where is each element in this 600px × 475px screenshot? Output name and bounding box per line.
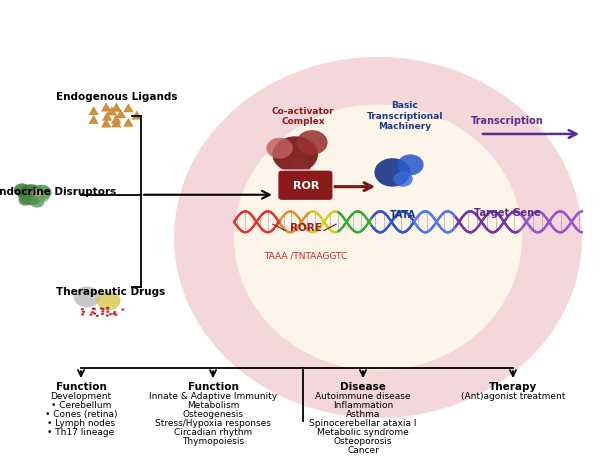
Circle shape (81, 308, 84, 311)
Text: Endocrine Disruptors: Endocrine Disruptors (0, 187, 116, 198)
Circle shape (30, 196, 44, 208)
Text: • Cerebellum: • Cerebellum (51, 401, 111, 410)
Circle shape (115, 314, 118, 316)
Text: Function: Function (188, 382, 238, 392)
Circle shape (18, 184, 44, 205)
Circle shape (82, 311, 85, 313)
Text: Function: Function (56, 382, 106, 392)
Text: Stress/Hypoxia responses: Stress/Hypoxia responses (155, 419, 271, 428)
Circle shape (106, 307, 109, 310)
Circle shape (109, 313, 112, 315)
Text: Asthma: Asthma (346, 410, 380, 419)
Circle shape (81, 313, 84, 315)
Text: Autoimmune disease: Autoimmune disease (315, 392, 411, 401)
Text: Metabolic syndrome: Metabolic syndrome (317, 428, 409, 437)
Circle shape (93, 308, 96, 310)
Polygon shape (116, 110, 125, 118)
Polygon shape (124, 118, 133, 126)
Circle shape (101, 310, 104, 313)
Text: TAAA /TNTAAGGTC: TAAA /TNTAAGGTC (265, 251, 347, 260)
Circle shape (32, 185, 52, 200)
Text: Basic
Transcriptional
Machinery: Basic Transcriptional Machinery (367, 102, 443, 131)
Circle shape (266, 138, 293, 159)
Text: TATA: TATA (390, 210, 416, 220)
Polygon shape (124, 104, 133, 112)
Circle shape (112, 313, 115, 315)
Circle shape (37, 192, 49, 202)
Polygon shape (103, 113, 112, 121)
Text: Osteoporosis: Osteoporosis (334, 437, 392, 446)
Text: Osteogenesis: Osteogenesis (182, 410, 244, 419)
Ellipse shape (234, 104, 522, 370)
Circle shape (32, 189, 42, 196)
Text: Endogenous Ligands: Endogenous Ligands (56, 92, 178, 103)
Circle shape (101, 308, 104, 310)
Polygon shape (107, 107, 116, 115)
Text: RORE: RORE (290, 223, 322, 233)
Polygon shape (112, 119, 121, 127)
Circle shape (374, 158, 410, 187)
Circle shape (121, 308, 124, 311)
Polygon shape (132, 111, 142, 119)
Circle shape (14, 183, 31, 197)
Text: Therapy: Therapy (489, 382, 537, 392)
Text: (Ant)agonist treatment: (Ant)agonist treatment (461, 392, 565, 401)
Circle shape (97, 291, 121, 310)
Polygon shape (89, 115, 98, 124)
Text: Development: Development (50, 392, 112, 401)
Text: Circadian rhythm: Circadian rhythm (174, 428, 252, 437)
Text: Thymopoiesis: Thymopoiesis (182, 437, 244, 446)
Circle shape (394, 171, 413, 187)
Text: Innate & Adaptive Immunity: Innate & Adaptive Immunity (149, 392, 277, 401)
Circle shape (91, 311, 94, 314)
Circle shape (397, 154, 424, 175)
Text: ROR: ROR (293, 181, 319, 191)
Polygon shape (101, 119, 111, 127)
FancyBboxPatch shape (278, 170, 333, 200)
Circle shape (101, 313, 104, 315)
Text: Metabolism: Metabolism (187, 401, 239, 410)
Ellipse shape (174, 57, 582, 418)
Text: Inflammation: Inflammation (333, 401, 393, 410)
Circle shape (89, 314, 92, 316)
Circle shape (93, 313, 96, 315)
Text: Cancer: Cancer (347, 446, 379, 455)
Circle shape (272, 136, 318, 172)
Polygon shape (101, 103, 111, 111)
Circle shape (92, 308, 95, 310)
Polygon shape (112, 115, 121, 123)
Polygon shape (89, 107, 98, 115)
Polygon shape (112, 103, 121, 111)
Text: Target Gene: Target Gene (473, 208, 541, 218)
Circle shape (96, 314, 99, 317)
Circle shape (19, 195, 32, 206)
Circle shape (106, 314, 109, 317)
Circle shape (106, 307, 109, 309)
Circle shape (74, 286, 100, 307)
Circle shape (296, 130, 328, 155)
Circle shape (113, 311, 116, 314)
Text: • Th17 lineage: • Th17 lineage (47, 428, 115, 437)
Text: Therapeutic Drugs: Therapeutic Drugs (56, 287, 166, 297)
Text: Co-activator
Complex: Co-activator Complex (272, 107, 334, 126)
Text: • Cones (retina): • Cones (retina) (45, 410, 117, 419)
Circle shape (106, 311, 109, 313)
Text: Spinocerebellar ataxia I: Spinocerebellar ataxia I (309, 419, 417, 428)
Text: Disease: Disease (340, 382, 386, 392)
Text: Transcription: Transcription (470, 116, 544, 126)
Circle shape (289, 158, 311, 175)
Circle shape (100, 307, 103, 310)
Text: • Lymph nodes: • Lymph nodes (47, 419, 115, 428)
